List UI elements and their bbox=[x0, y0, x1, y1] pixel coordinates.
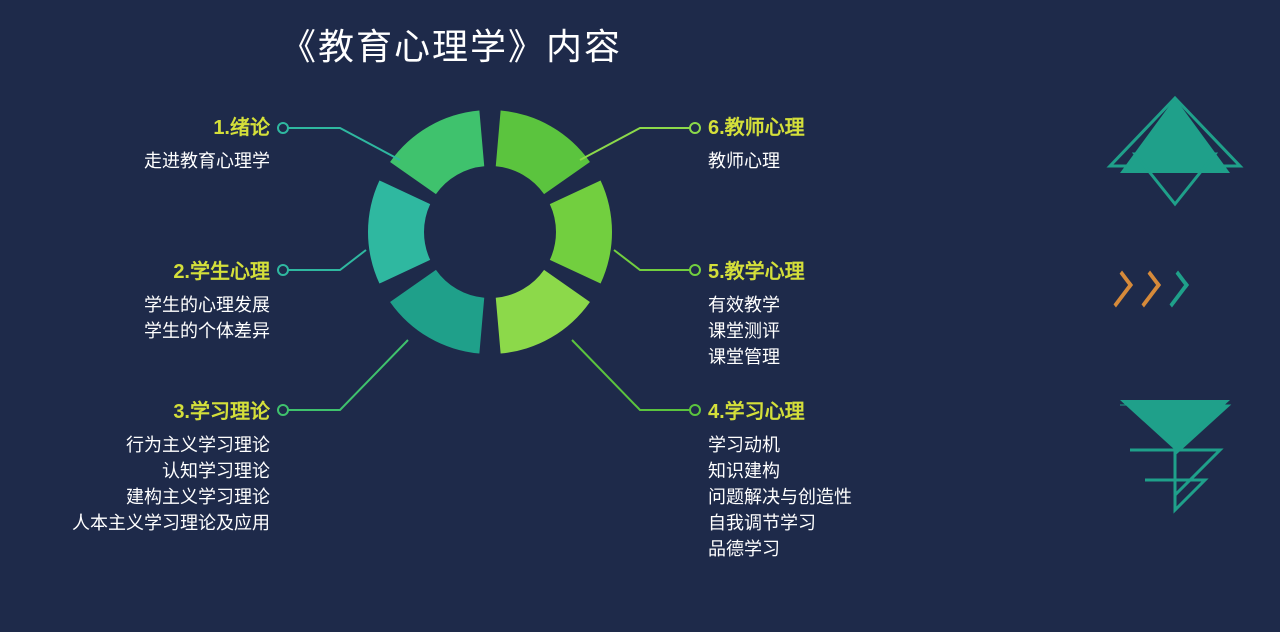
section-1-heading: 1.绪论 bbox=[20, 114, 270, 142]
section-2-sub-0: 学生的心理发展 bbox=[20, 292, 270, 318]
chevron-right-icon bbox=[1105, 270, 1133, 307]
donut-segment bbox=[550, 180, 612, 283]
section-3-heading: 3.学习理论 bbox=[10, 398, 270, 426]
section-6-heading: 6.教师心理 bbox=[708, 114, 968, 142]
section-6-sub-0: 教师心理 bbox=[708, 148, 968, 174]
section-1-sub-0: 走进教育心理学 bbox=[20, 148, 270, 174]
section-4-sub-2: 问题解决与创造性 bbox=[708, 484, 988, 510]
section-3-sub-3: 人本主义学习理论及应用 bbox=[10, 510, 270, 536]
section-4-heading: 4.学习心理 bbox=[708, 398, 988, 426]
deco-triangles-top bbox=[1090, 78, 1260, 208]
section-1: 1.绪论 走进教育心理学 bbox=[20, 114, 270, 174]
section-3-sub-2: 建构主义学习理论 bbox=[10, 484, 270, 510]
donut-chart bbox=[360, 102, 620, 362]
section-3-sub-0: 行为主义学习理论 bbox=[10, 432, 270, 458]
section-4-sub-1: 知识建构 bbox=[708, 458, 988, 484]
section-5: 5.教学心理 有效教学 课堂测评 课堂管理 bbox=[708, 258, 968, 370]
section-4: 4.学习心理 学习动机 知识建构 问题解决与创造性 自我调节学习 品德学习 bbox=[708, 398, 988, 562]
section-2-heading: 2.学生心理 bbox=[20, 258, 270, 286]
chevron-right-icon bbox=[1133, 270, 1161, 307]
donut-segment bbox=[390, 270, 484, 354]
section-4-sub-0: 学习动机 bbox=[708, 432, 988, 458]
section-5-sub-1: 课堂测评 bbox=[708, 318, 968, 344]
section-2: 2.学生心理 学生的心理发展 学生的个体差异 bbox=[20, 258, 270, 344]
section-6: 6.教师心理 教师心理 bbox=[708, 114, 968, 174]
deco-triangle-down-filled bbox=[1105, 395, 1245, 455]
deco-chevrons bbox=[1110, 275, 1192, 303]
donut-segment bbox=[390, 110, 484, 194]
section-3: 3.学习理论 行为主义学习理论 认知学习理论 建构主义学习理论 人本主义学习理论… bbox=[10, 398, 270, 536]
donut-segment bbox=[496, 110, 590, 194]
section-5-sub-0: 有效教学 bbox=[708, 292, 968, 318]
section-4-sub-3: 自我调节学习 bbox=[708, 510, 988, 536]
section-5-heading: 5.教学心理 bbox=[708, 258, 968, 286]
section-4-sub-4: 品德学习 bbox=[708, 536, 988, 562]
donut-segment bbox=[368, 180, 430, 283]
section-5-sub-2: 课堂管理 bbox=[708, 344, 968, 370]
page-title: 《教育心理学》内容 bbox=[280, 18, 622, 70]
chevron-right-icon bbox=[1161, 270, 1189, 307]
section-2-sub-1: 学生的个体差异 bbox=[20, 318, 270, 344]
donut-segment bbox=[496, 270, 590, 354]
section-3-sub-1: 认知学习理论 bbox=[10, 458, 270, 484]
